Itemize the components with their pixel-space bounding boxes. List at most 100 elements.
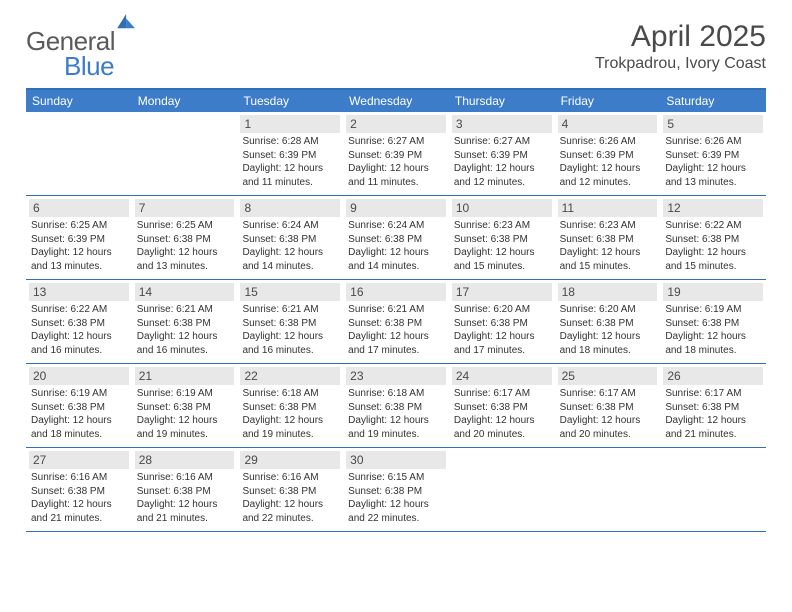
day-cell: 2 Sunrise: 6:27 AMSunset: 6:39 PMDaylight… bbox=[343, 112, 449, 195]
day-cell: 7 Sunrise: 6:25 AMSunset: 6:38 PMDaylight… bbox=[132, 196, 238, 279]
day-info: Sunrise: 6:21 AMSunset: 6:38 PMDaylight:… bbox=[135, 303, 235, 357]
day-number: 12 bbox=[663, 199, 763, 217]
day-cell: 4 Sunrise: 6:26 AMSunset: 6:39 PMDaylight… bbox=[555, 112, 661, 195]
day-cell: 29 Sunrise: 6:16 AMSunset: 6:38 PMDayligh… bbox=[237, 448, 343, 531]
week-row: 13 Sunrise: 6:22 AMSunset: 6:38 PMDayligh… bbox=[26, 280, 766, 364]
day-number: 27 bbox=[29, 451, 129, 469]
day-info: Sunrise: 6:19 AMSunset: 6:38 PMDaylight:… bbox=[135, 387, 235, 441]
day-cell: 23 Sunrise: 6:18 AMSunset: 6:38 PMDayligh… bbox=[343, 364, 449, 447]
day-cell: 30 Sunrise: 6:15 AMSunset: 6:38 PMDayligh… bbox=[343, 448, 449, 531]
day-info: Sunrise: 6:27 AMSunset: 6:39 PMDaylight:… bbox=[346, 135, 446, 189]
day-number: 29 bbox=[240, 451, 340, 469]
day-number: 14 bbox=[135, 283, 235, 301]
header-row: GeneralBlue April 2025 Trokpadrou, Ivory… bbox=[26, 20, 766, 82]
day-number: 6 bbox=[29, 199, 129, 217]
weekday-header: Thursday bbox=[449, 90, 555, 112]
day-cell: 3 Sunrise: 6:27 AMSunset: 6:39 PMDaylight… bbox=[449, 112, 555, 195]
weekday-header: Saturday bbox=[660, 90, 766, 112]
weekday-header: Friday bbox=[555, 90, 661, 112]
empty-day bbox=[132, 112, 238, 195]
week-row: 6 Sunrise: 6:25 AMSunset: 6:39 PMDaylight… bbox=[26, 196, 766, 280]
weekday-header: Tuesday bbox=[237, 90, 343, 112]
day-number: 9 bbox=[346, 199, 446, 217]
day-cell: 5 Sunrise: 6:26 AMSunset: 6:39 PMDaylight… bbox=[660, 112, 766, 195]
day-number: 18 bbox=[558, 283, 658, 301]
day-info: Sunrise: 6:24 AMSunset: 6:38 PMDaylight:… bbox=[240, 219, 340, 273]
day-cell: 21 Sunrise: 6:19 AMSunset: 6:38 PMDayligh… bbox=[132, 364, 238, 447]
day-info: Sunrise: 6:16 AMSunset: 6:38 PMDaylight:… bbox=[240, 471, 340, 525]
day-cell: 6 Sunrise: 6:25 AMSunset: 6:39 PMDaylight… bbox=[26, 196, 132, 279]
day-info: Sunrise: 6:25 AMSunset: 6:39 PMDaylight:… bbox=[29, 219, 129, 273]
day-number: 4 bbox=[558, 115, 658, 133]
weekday-header: Sunday bbox=[26, 90, 132, 112]
week-row: 20 Sunrise: 6:19 AMSunset: 6:38 PMDayligh… bbox=[26, 364, 766, 448]
day-number: 15 bbox=[240, 283, 340, 301]
day-number: 5 bbox=[663, 115, 763, 133]
day-info: Sunrise: 6:19 AMSunset: 6:38 PMDaylight:… bbox=[29, 387, 129, 441]
day-number: 11 bbox=[558, 199, 658, 217]
empty-day bbox=[449, 448, 555, 531]
day-info: Sunrise: 6:21 AMSunset: 6:38 PMDaylight:… bbox=[240, 303, 340, 357]
day-cell: 15 Sunrise: 6:21 AMSunset: 6:38 PMDayligh… bbox=[237, 280, 343, 363]
day-cell: 24 Sunrise: 6:17 AMSunset: 6:38 PMDayligh… bbox=[449, 364, 555, 447]
day-cell: 13 Sunrise: 6:22 AMSunset: 6:38 PMDayligh… bbox=[26, 280, 132, 363]
day-info: Sunrise: 6:21 AMSunset: 6:38 PMDaylight:… bbox=[346, 303, 446, 357]
weekday-header: Monday bbox=[132, 90, 238, 112]
day-number: 21 bbox=[135, 367, 235, 385]
day-cell: 11 Sunrise: 6:23 AMSunset: 6:38 PMDayligh… bbox=[555, 196, 661, 279]
day-number: 26 bbox=[663, 367, 763, 385]
day-cell: 14 Sunrise: 6:21 AMSunset: 6:38 PMDayligh… bbox=[132, 280, 238, 363]
day-info: Sunrise: 6:22 AMSunset: 6:38 PMDaylight:… bbox=[663, 219, 763, 273]
calendar: SundayMondayTuesdayWednesdayThursdayFrid… bbox=[26, 88, 766, 532]
weekday-header-row: SundayMondayTuesdayWednesdayThursdayFrid… bbox=[26, 90, 766, 112]
day-number: 30 bbox=[346, 451, 446, 469]
day-cell: 1Sunrise: 6:28 AMSunset: 6:39 PMDaylight… bbox=[237, 112, 343, 195]
day-info: Sunrise: 6:18 AMSunset: 6:38 PMDaylight:… bbox=[240, 387, 340, 441]
day-info: Sunrise: 6:20 AMSunset: 6:38 PMDaylight:… bbox=[558, 303, 658, 357]
day-info: Sunrise: 6:27 AMSunset: 6:39 PMDaylight:… bbox=[452, 135, 552, 189]
day-info: Sunrise: 6:26 AMSunset: 6:39 PMDaylight:… bbox=[558, 135, 658, 189]
day-info: Sunrise: 6:18 AMSunset: 6:38 PMDaylight:… bbox=[346, 387, 446, 441]
week-row: 27 Sunrise: 6:16 AMSunset: 6:38 PMDayligh… bbox=[26, 448, 766, 532]
day-info: Sunrise: 6:17 AMSunset: 6:38 PMDaylight:… bbox=[558, 387, 658, 441]
day-cell: 27 Sunrise: 6:16 AMSunset: 6:38 PMDayligh… bbox=[26, 448, 132, 531]
week-row: 1Sunrise: 6:28 AMSunset: 6:39 PMDaylight… bbox=[26, 112, 766, 196]
empty-day bbox=[660, 448, 766, 531]
day-info: Sunrise: 6:23 AMSunset: 6:38 PMDaylight:… bbox=[452, 219, 552, 273]
day-cell: 12 Sunrise: 6:22 AMSunset: 6:38 PMDayligh… bbox=[660, 196, 766, 279]
day-info: Sunrise: 6:16 AMSunset: 6:38 PMDaylight:… bbox=[29, 471, 129, 525]
day-info: Sunrise: 6:22 AMSunset: 6:38 PMDaylight:… bbox=[29, 303, 129, 357]
day-cell: 9 Sunrise: 6:24 AMSunset: 6:38 PMDaylight… bbox=[343, 196, 449, 279]
day-cell: 8 Sunrise: 6:24 AMSunset: 6:38 PMDaylight… bbox=[237, 196, 343, 279]
day-info: Sunrise: 6:24 AMSunset: 6:38 PMDaylight:… bbox=[346, 219, 446, 273]
page-root: GeneralBlue April 2025 Trokpadrou, Ivory… bbox=[0, 0, 792, 532]
day-info: Sunrise: 6:25 AMSunset: 6:38 PMDaylight:… bbox=[135, 219, 235, 273]
day-number: 13 bbox=[29, 283, 129, 301]
day-cell: 17Sunrise: 6:20 AMSunset: 6:38 PMDayligh… bbox=[449, 280, 555, 363]
day-number: 3 bbox=[452, 115, 552, 133]
day-info: Sunrise: 6:15 AMSunset: 6:38 PMDaylight:… bbox=[346, 471, 446, 525]
day-number: 16 bbox=[346, 283, 446, 301]
day-info: Sunrise: 6:23 AMSunset: 6:38 PMDaylight:… bbox=[558, 219, 658, 273]
day-cell: 22Sunrise: 6:18 AMSunset: 6:38 PMDayligh… bbox=[237, 364, 343, 447]
day-number: 20 bbox=[29, 367, 129, 385]
day-number: 7 bbox=[135, 199, 235, 217]
day-number: 2 bbox=[346, 115, 446, 133]
day-cell: 19Sunrise: 6:19 AMSunset: 6:38 PMDayligh… bbox=[660, 280, 766, 363]
day-number: 8 bbox=[240, 199, 340, 217]
day-number: 23 bbox=[346, 367, 446, 385]
day-cell: 18 Sunrise: 6:20 AMSunset: 6:38 PMDayligh… bbox=[555, 280, 661, 363]
day-cell: 16 Sunrise: 6:21 AMSunset: 6:38 PMDayligh… bbox=[343, 280, 449, 363]
day-number: 24 bbox=[452, 367, 552, 385]
day-info: Sunrise: 6:17 AMSunset: 6:38 PMDaylight:… bbox=[452, 387, 552, 441]
day-number: 19 bbox=[663, 283, 763, 301]
day-number: 10 bbox=[452, 199, 552, 217]
month-title: April 2025 bbox=[595, 20, 766, 53]
day-info: Sunrise: 6:26 AMSunset: 6:39 PMDaylight:… bbox=[663, 135, 763, 189]
day-number: 28 bbox=[135, 451, 235, 469]
day-cell: 28Sunrise: 6:16 AMSunset: 6:38 PMDayligh… bbox=[132, 448, 238, 531]
weekday-header: Wednesday bbox=[343, 90, 449, 112]
location: Trokpadrou, Ivory Coast bbox=[595, 55, 766, 73]
logo-mark-icon bbox=[117, 14, 137, 35]
day-info: Sunrise: 6:17 AMSunset: 6:38 PMDaylight:… bbox=[663, 387, 763, 441]
